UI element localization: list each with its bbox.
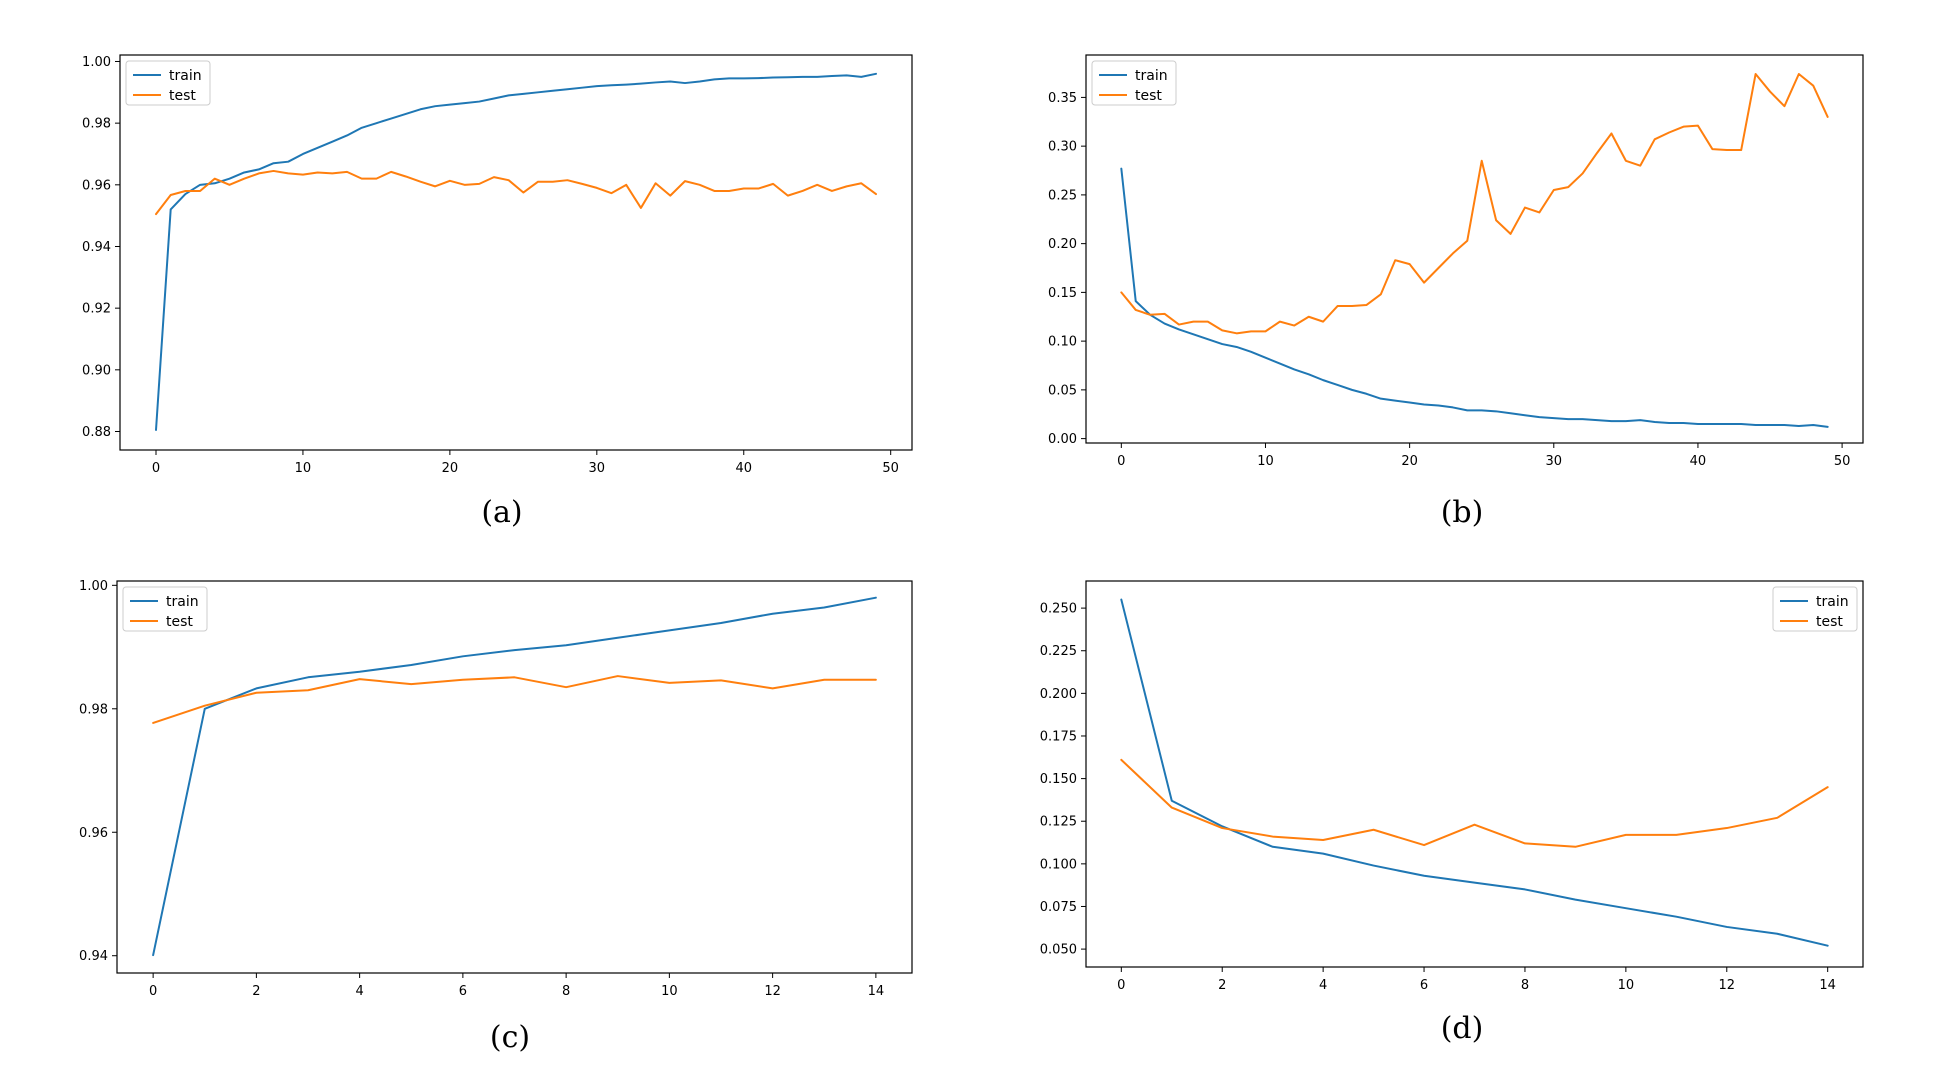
y-tick-label: 0.94 — [82, 240, 111, 255]
x-tick-label: 2 — [1218, 978, 1226, 993]
chart-panel-3: 0 2 4 6 8 10 12 14 0.94 0.96 0.98 1.00 train test (c) — [79, 579, 913, 1055]
x-tick-label: 4 — [355, 984, 363, 999]
chart-panel-4: 0 2 4 6 8 10 12 14 0.050 0.075 0.100 0.125 0.150 0.17… — [1040, 580, 1864, 1046]
series-line-train — [1120, 598, 1829, 947]
panel-caption: (b) — [1441, 495, 1484, 530]
series-line-train — [1120, 167, 1829, 428]
y-tick-label: 0.05 — [1048, 383, 1077, 398]
y-tick-label: 0.10 — [1048, 335, 1077, 350]
y-tick-label: 0.98 — [79, 702, 108, 717]
series-line-test — [152, 675, 877, 724]
x-tick-label: 6 — [1420, 978, 1428, 993]
x-tick-label: 2 — [252, 984, 260, 999]
x-tick-label: 0 — [1117, 978, 1125, 993]
x-tick-label: 20 — [442, 461, 459, 476]
y-tick-label: 0.00 — [1048, 432, 1077, 447]
plot-frame — [119, 54, 913, 451]
plot-frame — [1085, 54, 1864, 444]
y-tick-label: 0.30 — [1048, 140, 1077, 155]
legend: train test — [1091, 60, 1177, 106]
x-tick-label: 14 — [1819, 978, 1836, 993]
legend-label-test: test — [1135, 88, 1162, 104]
x-tick-label: 0 — [1117, 454, 1125, 469]
x-tick-label: 50 — [1834, 454, 1851, 469]
y-tick-label: 0.92 — [82, 302, 111, 317]
legend-label-test: test — [166, 614, 193, 630]
x-tick-label: 10 — [1618, 978, 1635, 993]
x-tick-label: 8 — [1521, 978, 1529, 993]
x-tick-label: 6 — [459, 984, 467, 999]
x-tick-label: 4 — [1319, 978, 1327, 993]
y-tick-label: 0.25 — [1048, 188, 1077, 203]
x-tick-label: 10 — [1257, 454, 1274, 469]
y-tick-label: 1.00 — [79, 579, 108, 594]
y-tick-label: 0.20 — [1048, 237, 1077, 252]
panel-caption: (a) — [481, 495, 522, 530]
y-tick-label: 0.075 — [1040, 900, 1077, 915]
x-tick-label: 14 — [868, 984, 885, 999]
y-tick-label: 0.175 — [1040, 729, 1077, 744]
panel-caption: (c) — [490, 1020, 530, 1055]
x-tick-label: 30 — [589, 461, 606, 476]
y-tick-label: 0.98 — [82, 117, 111, 132]
legend: train test — [125, 60, 211, 106]
y-tick-label: 0.250 — [1040, 602, 1077, 617]
legend: train test — [1772, 586, 1858, 632]
legend-label-test: test — [1816, 614, 1843, 630]
x-tick-label: 30 — [1546, 454, 1563, 469]
y-tick-label: 1.00 — [82, 55, 111, 70]
legend-label-train: train — [166, 594, 199, 610]
plot-frame — [1085, 580, 1864, 968]
plot-frame — [116, 580, 913, 974]
y-tick-label: 0.94 — [79, 949, 108, 964]
series-line-train — [152, 596, 877, 957]
y-tick-label: 0.125 — [1040, 815, 1077, 830]
chart-panel-2: 0 10 20 30 40 50 0.00 0.05 0.10 0.15 0.20 0.25 0.30 0… — [1048, 54, 1864, 530]
y-tick-label: 0.90 — [82, 363, 111, 378]
x-tick-label: 10 — [295, 461, 312, 476]
series-line-test — [1120, 73, 1829, 335]
y-tick-label: 0.100 — [1040, 857, 1077, 872]
series-line-test — [155, 169, 877, 216]
y-tick-label: 0.150 — [1040, 772, 1077, 787]
y-tick-label: 0.225 — [1040, 644, 1077, 659]
x-tick-label: 20 — [1401, 454, 1418, 469]
x-tick-label: 50 — [882, 461, 899, 476]
x-tick-label: 40 — [735, 461, 752, 476]
x-tick-label: 12 — [1718, 978, 1735, 993]
legend-label-train: train — [169, 68, 202, 84]
x-tick-label: 10 — [661, 984, 678, 999]
panel-caption: (d) — [1441, 1011, 1484, 1046]
y-tick-label: 0.15 — [1048, 286, 1077, 301]
legend-label-train: train — [1816, 594, 1849, 610]
y-tick-label: 0.96 — [79, 826, 108, 841]
y-tick-label: 0.35 — [1048, 91, 1077, 106]
legend: train test — [122, 586, 208, 632]
y-tick-label: 0.200 — [1040, 687, 1077, 702]
series-line-test — [1120, 758, 1829, 848]
y-tick-label: 0.88 — [82, 425, 111, 440]
chart-panel-1: 0 10 20 30 40 50 0.88 0.90 0.92 0.94 0.96 0.98 1.00 t… — [82, 54, 913, 530]
x-tick-label: 0 — [152, 461, 160, 476]
x-tick-label: 12 — [764, 984, 781, 999]
series-line-train — [155, 72, 877, 431]
legend-label-train: train — [1135, 68, 1168, 84]
x-tick-label: 8 — [562, 984, 570, 999]
x-tick-label: 0 — [149, 984, 157, 999]
y-tick-label: 0.050 — [1040, 943, 1077, 958]
x-tick-label: 40 — [1690, 454, 1707, 469]
y-tick-label: 0.96 — [82, 178, 111, 193]
legend-label-test: test — [169, 88, 196, 104]
